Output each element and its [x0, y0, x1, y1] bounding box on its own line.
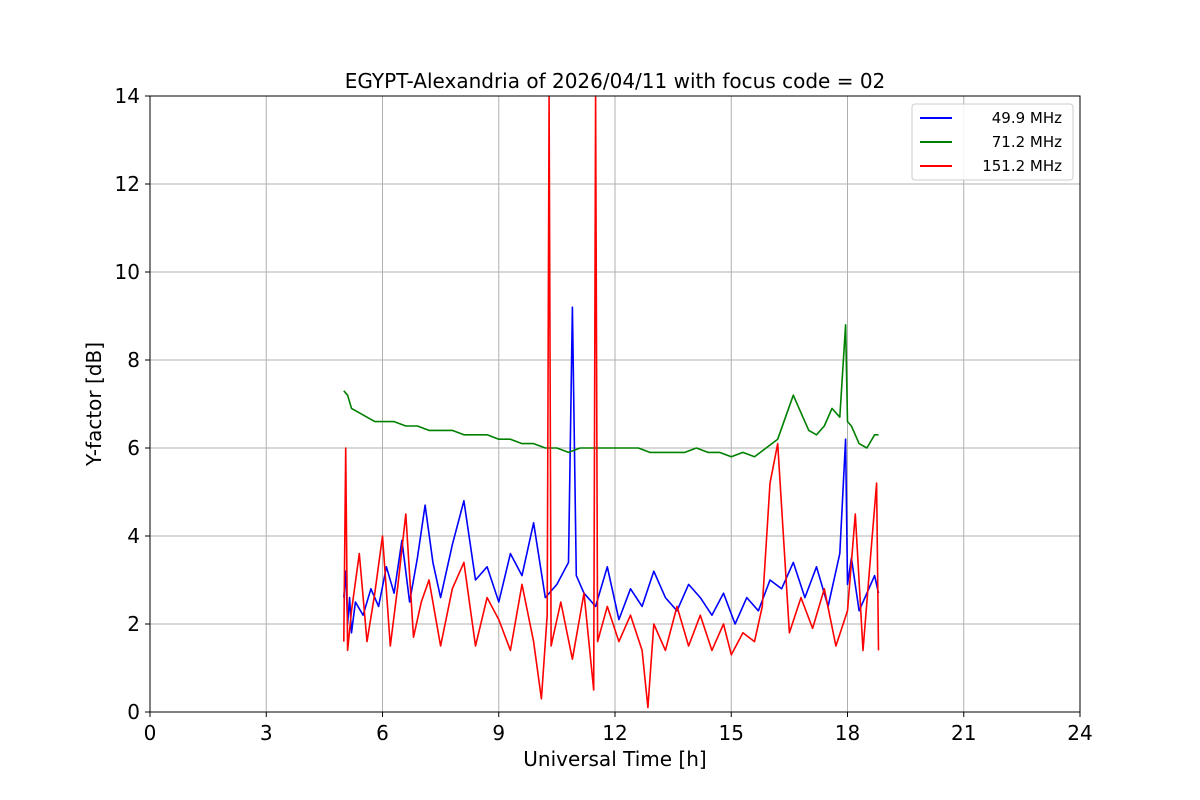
- x-axis-label: Universal Time [h]: [523, 747, 706, 771]
- series-line-71-2-mhz: [343, 323, 879, 458]
- y-tick-label: 12: [115, 172, 140, 196]
- plot-area: [343, 95, 880, 709]
- x-tick-label: 0: [144, 721, 157, 745]
- y-tick-label: 8: [127, 348, 140, 372]
- y-tick-label: 2: [127, 612, 140, 636]
- legend-label: 151.2 MHz: [982, 157, 1062, 175]
- legend-box: [911, 103, 1074, 181]
- chart-title: EGYPT-Alexandria of 2026/04/11 with focu…: [345, 69, 886, 93]
- y-tick-label: 6: [127, 436, 140, 460]
- y-axis-label: Y-factor [dB]: [82, 342, 106, 467]
- y-tick-label: 4: [127, 524, 140, 548]
- x-tick-label: 21: [951, 721, 976, 745]
- y-tick-label: 0: [127, 700, 140, 724]
- x-tick-label: 9: [492, 721, 505, 745]
- legend-label: 49.9 MHz: [992, 109, 1062, 127]
- series-line-151-2-mhz: [343, 95, 880, 709]
- x-tick-label: 6: [376, 721, 389, 745]
- x-tick-label: 12: [602, 721, 627, 745]
- legend-label: 71.2 MHz: [992, 133, 1062, 151]
- x-tick-label: 18: [835, 721, 860, 745]
- x-tick-label: 15: [719, 721, 744, 745]
- legend: 49.9 MHz 71.2 MHz 151.2 MHz: [911, 103, 1074, 181]
- series-line-49-9-mhz: [343, 306, 880, 634]
- x-tick-label: 24: [1067, 721, 1092, 745]
- y-tick-label: 10: [115, 260, 140, 284]
- x-tick-label: 3: [260, 721, 273, 745]
- y-tick-label: 14: [115, 84, 140, 108]
